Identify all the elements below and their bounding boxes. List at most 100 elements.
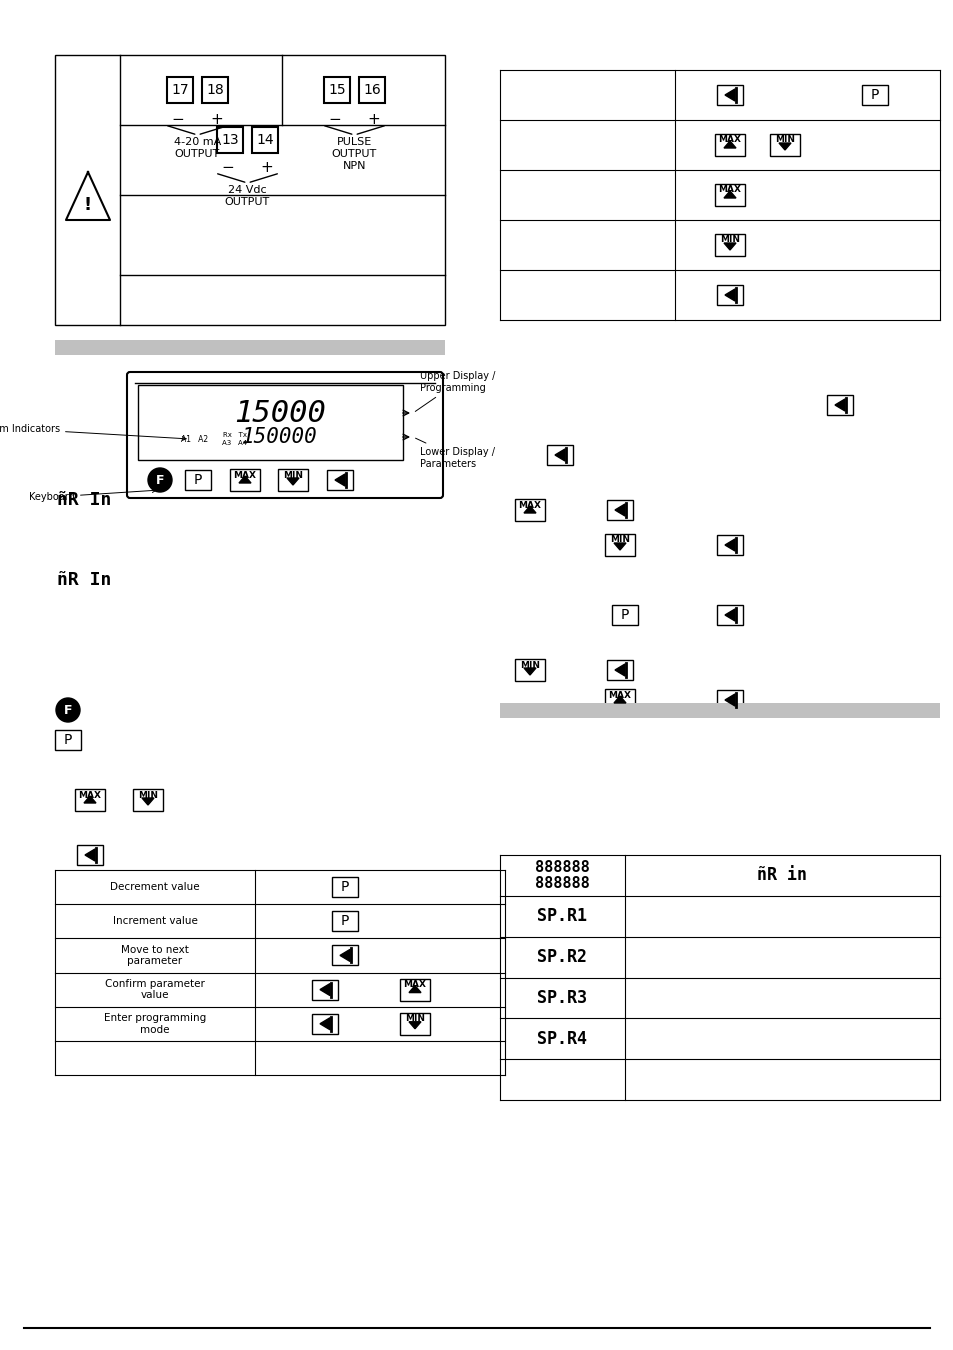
Bar [499,703,939,718]
Bar [55,730,81,751]
Bar [185,470,211,490]
Text: Increment value: Increment value [112,917,197,926]
Polygon shape [834,400,844,410]
Polygon shape [523,506,536,513]
Bar [230,468,260,491]
Polygon shape [239,477,251,483]
Polygon shape [615,664,624,676]
Bar [77,845,103,865]
Text: OUTPUT: OUTPUT [174,148,220,159]
Text: SP.R3: SP.R3 [537,990,587,1007]
Bar [717,285,742,305]
Text: F: F [155,474,164,486]
Bar [332,878,357,898]
Text: Confirm parameter
value: Confirm parameter value [105,979,205,1000]
Bar [312,980,337,999]
Text: Enter programming
mode: Enter programming mode [104,1012,206,1034]
Text: MAX: MAX [718,185,740,194]
Polygon shape [779,143,790,150]
Bar [358,77,385,103]
Text: OUTPUT: OUTPUT [225,197,270,207]
FancyBboxPatch shape [127,373,442,498]
Bar [612,605,638,625]
Polygon shape [409,986,420,992]
Text: 16: 16 [363,82,380,97]
Polygon shape [555,450,564,460]
Bar [277,468,308,491]
Bar [138,385,402,460]
Bar [604,688,635,711]
Bar [515,500,544,521]
Polygon shape [523,668,536,675]
Text: ñR In: ñR In [57,491,112,509]
Text: P: P [870,88,879,103]
Circle shape [148,468,172,491]
Circle shape [56,698,80,722]
Text: MAX: MAX [718,135,740,144]
Text: MIN: MIN [138,791,158,799]
Text: Upper Display /
Programming: Upper Display / Programming [415,371,495,412]
Polygon shape [614,543,625,549]
Text: P: P [340,880,349,894]
Polygon shape [615,504,624,516]
Bar [324,77,350,103]
Bar [717,535,742,555]
Polygon shape [85,849,95,861]
Polygon shape [723,243,735,250]
Polygon shape [319,1018,330,1030]
Text: MIN: MIN [519,660,539,670]
Bar [399,979,430,1000]
Text: MIN: MIN [609,536,629,544]
Bar [714,234,744,256]
Text: ñR In: ñR In [57,571,112,589]
Polygon shape [723,140,735,148]
Polygon shape [319,984,330,995]
Bar [826,396,852,414]
Polygon shape [724,89,734,101]
Text: MIN: MIN [283,471,303,479]
Polygon shape [723,190,735,198]
Polygon shape [84,796,96,803]
Text: 13: 13 [221,134,238,147]
Text: OUTPUT: OUTPUT [332,148,376,159]
Text: 4-20 mA: 4-20 mA [173,136,221,147]
Text: Keyboard: Keyboard [30,489,156,502]
Text: 150000: 150000 [242,427,317,447]
Text: 15000: 15000 [233,398,326,428]
Bar [312,1014,337,1034]
Bar [546,446,573,464]
Bar [167,77,193,103]
Text: 888888: 888888 [535,876,589,891]
Bar [717,85,742,105]
Text: SP.R1: SP.R1 [537,907,587,925]
Text: 15: 15 [328,82,345,97]
Text: Decrement value: Decrement value [111,882,199,892]
Text: −: − [328,112,341,127]
Text: MAX: MAX [403,980,426,990]
Polygon shape [409,1022,420,1029]
Polygon shape [724,694,734,706]
Text: −: − [221,161,234,176]
Bar [327,470,353,490]
Bar [75,788,105,811]
Bar [55,55,444,325]
Text: +: + [260,161,274,176]
Bar [714,184,744,207]
Bar [862,85,887,105]
Bar [769,134,800,157]
Text: Move to next
parameter: Move to next parameter [121,945,189,967]
Bar [132,788,163,811]
Bar [606,660,633,680]
Text: A3   A4: A3 A4 [222,440,247,446]
Bar [399,1012,430,1034]
Text: +: + [367,112,380,127]
Text: Lower Display /
Parameters: Lower Display / Parameters [416,439,495,468]
Bar [515,659,544,680]
Polygon shape [724,289,734,301]
Bar [332,945,357,965]
Text: MIN: MIN [405,1014,424,1023]
Bar [202,77,228,103]
Text: NPN: NPN [342,161,366,171]
Bar [717,605,742,625]
Polygon shape [614,697,625,703]
